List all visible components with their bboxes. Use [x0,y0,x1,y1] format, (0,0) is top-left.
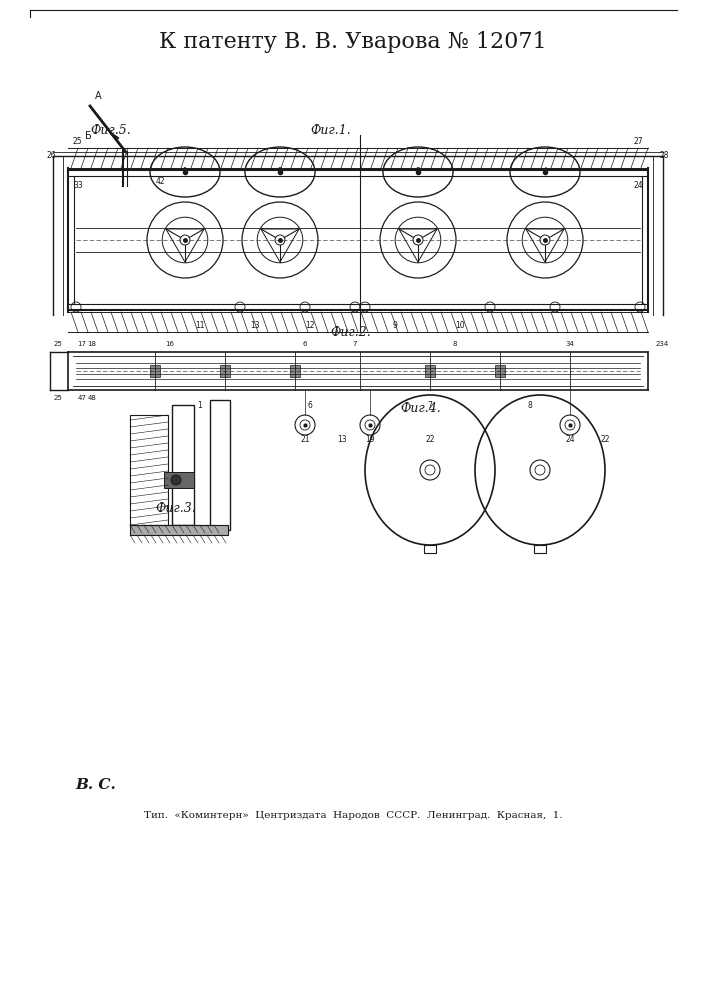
Text: 10: 10 [455,320,464,330]
Text: Фиг.2.: Фиг.2. [330,326,370,338]
Bar [220,365,230,377]
Bar [130,525,228,535]
Text: 11: 11 [195,320,205,330]
Text: 19: 19 [366,436,375,444]
Text: 42: 42 [156,178,165,186]
Text: 8: 8 [452,341,457,347]
Text: Фиг.5.: Фиг.5. [90,123,131,136]
Text: 4: 4 [542,167,547,176]
Bar [210,400,230,530]
Text: 34: 34 [566,341,574,347]
Text: К патенту В. В. Уварова № 12071: К патенту В. В. Уварова № 12071 [159,31,547,53]
Text: 2: 2 [278,167,282,176]
Text: 6: 6 [308,400,312,410]
Bar [534,545,546,553]
Text: 13: 13 [250,320,259,330]
Text: 7: 7 [428,400,433,410]
Text: 22: 22 [425,436,435,444]
Bar [150,365,160,377]
Text: Тип.  «Коминтерн»  Центриздата  Народов  СССР.  Ленинград.  Красная,  1.: Тип. «Коминтерн» Центриздата Народов ССС… [144,810,562,820]
Text: 12: 12 [305,320,315,330]
Text: 48: 48 [88,395,96,401]
Bar [290,365,300,377]
Bar [425,365,435,377]
Bar [424,545,436,553]
Circle shape [171,475,181,485]
Text: 33: 33 [73,180,83,190]
Text: 13: 13 [337,436,347,444]
Text: 3: 3 [416,167,421,176]
Text: Б: Б [85,131,92,141]
Text: A: A [95,91,101,101]
Text: Фиг.4.: Фиг.4. [400,401,440,414]
Text: 6: 6 [303,341,308,347]
Text: В. С.: В. С. [75,778,116,792]
Text: 26: 26 [47,151,56,160]
Text: 9: 9 [392,320,397,330]
Text: 1: 1 [198,400,202,410]
Text: 25: 25 [73,137,83,146]
Text: 24: 24 [633,180,643,190]
Text: Фиг.1.: Фиг.1. [310,123,351,136]
Text: 1: 1 [182,167,187,176]
Text: 8: 8 [527,400,532,410]
Text: 17: 17 [78,341,86,347]
Text: Фиг.3.: Фиг.3. [155,502,196,514]
Text: 21: 21 [300,436,310,444]
Bar [172,405,194,525]
Text: 28: 28 [660,151,670,160]
Text: 25: 25 [54,395,62,401]
Text: 24: 24 [565,436,575,444]
Bar [495,365,505,377]
Text: 22: 22 [600,436,609,444]
Bar [130,415,168,525]
Text: 27: 27 [633,137,643,146]
Bar [164,472,194,488]
Text: 16: 16 [165,341,175,347]
Text: 18: 18 [88,341,96,347]
Text: 25: 25 [54,341,62,347]
Text: 234: 234 [656,341,670,347]
Text: 47: 47 [78,395,86,401]
Text: 7: 7 [353,341,357,347]
